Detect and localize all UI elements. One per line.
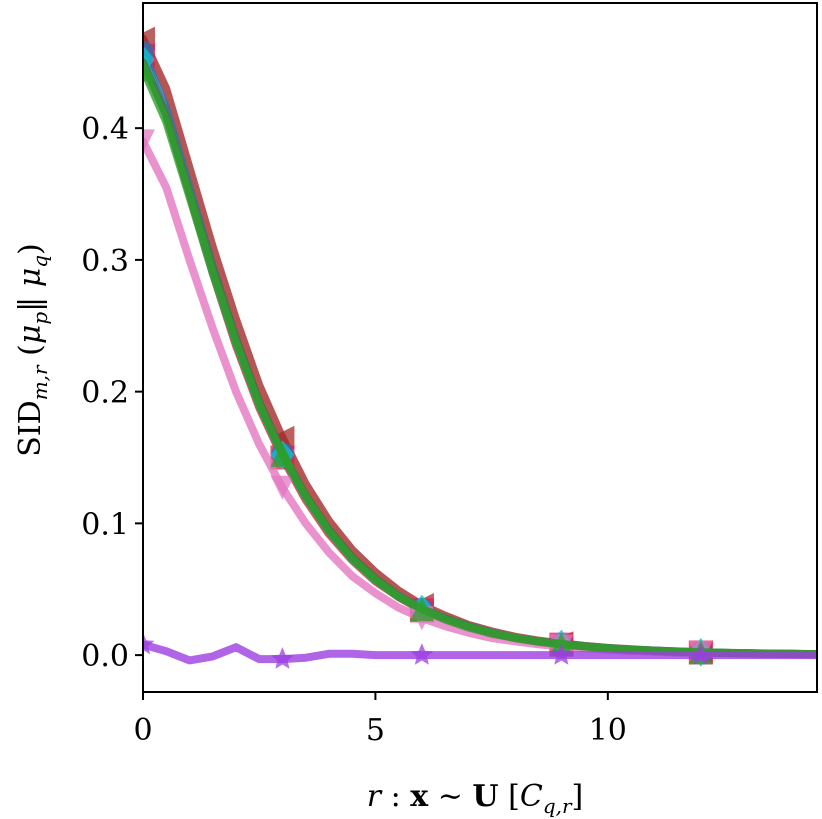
series-2 [143,43,817,665]
plot-frame [142,2,818,693]
data-point [270,425,295,450]
y-tick-label: 0.2 [81,376,129,411]
series-line [143,640,817,665]
y-axis-label: SIDm,r (μp‖ μq) [13,243,55,457]
y-tick-label: 0.4 [81,112,129,147]
data-point [270,442,295,467]
series-4 [143,45,817,667]
series-line [143,137,817,659]
series-8 [143,632,817,669]
x-tick-label: 5 [366,713,385,748]
data-point [409,597,434,622]
data-point [270,475,295,500]
data-point [143,56,155,81]
series-line [143,64,817,659]
series-line [143,34,817,659]
y-tick-label: 0.3 [81,244,129,279]
x-axis-label: r : x ∼ U [Cq,r] [367,779,584,818]
data-point [143,632,155,655]
data-point [549,643,573,665]
y-tick-label: 0.0 [81,639,129,674]
data-point [410,643,434,665]
y-tick-label: 0.1 [81,507,129,542]
ticks-layer: 0 5 10 0.0 0.1 0.2 0.3 0.4 [81,112,627,748]
data-point [271,647,294,669]
x-tick-label: 0 [133,713,152,748]
series-layer [143,26,817,669]
series-5 [143,129,817,666]
series-7 [143,56,817,665]
data-point [143,129,155,154]
data-point [689,643,713,665]
x-tick-label: 10 [589,713,627,748]
